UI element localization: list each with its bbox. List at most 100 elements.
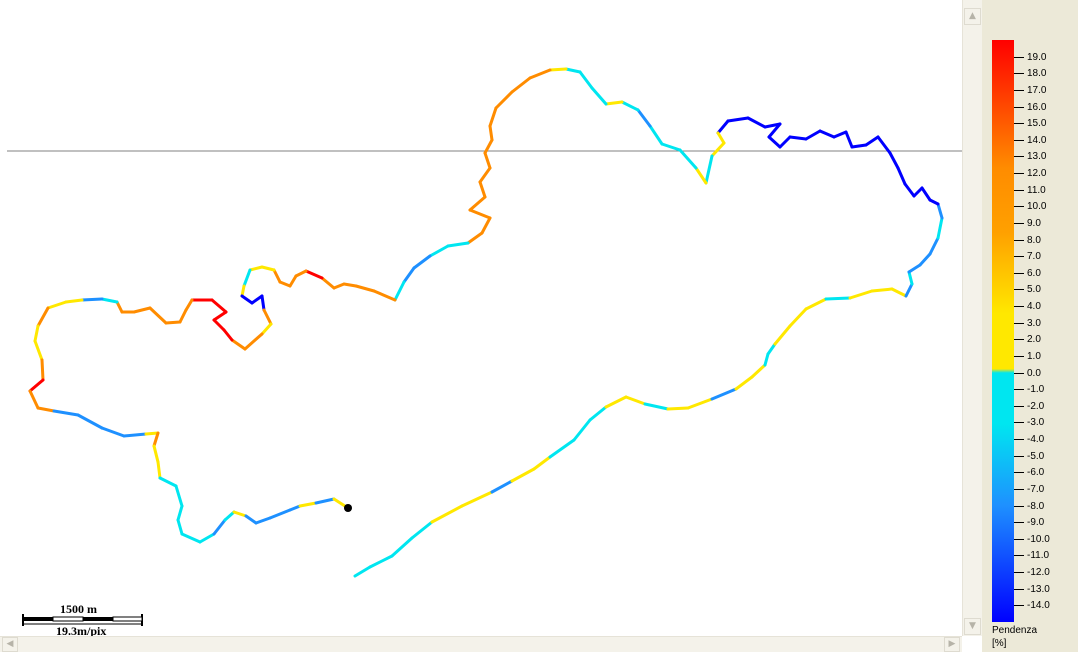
track-segment xyxy=(678,148,698,170)
legend-tick xyxy=(1014,472,1024,474)
track-segment xyxy=(686,397,714,410)
track-segment xyxy=(620,100,640,112)
legend-tick-label: 11.0 xyxy=(1027,184,1046,196)
legend-tick-label: 5.0 xyxy=(1027,284,1041,296)
track-segment xyxy=(510,467,536,483)
track-segment xyxy=(430,504,464,524)
track-segment xyxy=(314,497,336,505)
track-segment xyxy=(156,460,162,480)
legend-tick-label: 15.0 xyxy=(1027,118,1047,130)
legend-tick-label: 0.0 xyxy=(1027,367,1041,379)
legend-tick xyxy=(1014,355,1024,357)
legend-tick-label: -2.0 xyxy=(1027,400,1045,412)
track-segment xyxy=(354,284,376,293)
scroll-left-button[interactable]: ◀ xyxy=(2,637,18,652)
legend-tick xyxy=(1014,106,1024,108)
track-segment xyxy=(222,328,234,342)
scroll-right-button[interactable]: ▶ xyxy=(944,637,960,652)
track-segment xyxy=(223,510,236,522)
gps-track xyxy=(28,67,944,578)
legend-tick xyxy=(1014,173,1024,175)
track-segment xyxy=(763,352,770,367)
track-segment xyxy=(212,318,226,332)
legend-tick-label: 8.0 xyxy=(1027,234,1041,246)
track-segment xyxy=(446,241,470,248)
track-segment xyxy=(818,129,836,139)
track-segment xyxy=(260,322,273,336)
legend-tick xyxy=(1014,555,1024,557)
track-segment xyxy=(528,68,552,80)
legend-tick xyxy=(1014,56,1024,58)
legend-tick xyxy=(1014,588,1024,590)
track-segment xyxy=(212,518,227,536)
track-segment xyxy=(767,122,782,139)
track-segment xyxy=(132,306,152,314)
track-segment xyxy=(480,216,492,235)
legend-tick xyxy=(1014,322,1024,324)
track-segment xyxy=(694,166,708,185)
track-segment xyxy=(494,90,514,110)
track-segment xyxy=(468,195,487,212)
scale-bar-graphic xyxy=(22,614,143,626)
track-segment xyxy=(288,504,302,512)
track-segment xyxy=(262,308,273,326)
track-segment xyxy=(210,298,228,314)
track-segment xyxy=(244,514,258,525)
legend-tick-label: -4.0 xyxy=(1027,434,1045,446)
legend-tick-label: 3.0 xyxy=(1027,317,1041,329)
legend-tick-label: 7.0 xyxy=(1027,251,1041,263)
vertical-scrollbar[interactable]: ▲ ▼ xyxy=(962,0,982,636)
legend-tick-label: -7.0 xyxy=(1027,483,1045,495)
scale-resolution-label: 19.3m/pix xyxy=(56,624,107,636)
legend-tick xyxy=(1014,488,1024,490)
track-segment xyxy=(716,131,726,145)
legend-tick-label: -9.0 xyxy=(1027,517,1045,529)
legend-tick-label: -5.0 xyxy=(1027,450,1045,462)
track-segment xyxy=(33,339,44,362)
track-segment xyxy=(64,298,84,304)
track-segment xyxy=(390,536,414,558)
track-segment xyxy=(648,124,664,146)
track-segment xyxy=(888,151,900,170)
track-segment xyxy=(488,106,498,128)
track-map[interactable] xyxy=(0,0,962,636)
track-segment xyxy=(174,484,184,508)
scroll-down-button[interactable]: ▼ xyxy=(964,618,981,635)
horizontal-scrollbar[interactable]: ◀ ▶ xyxy=(0,636,962,652)
legend-tick-label: -13.0 xyxy=(1027,583,1050,595)
legend-tick-label: -6.0 xyxy=(1027,467,1045,479)
track-segment xyxy=(242,268,252,288)
legend-tick xyxy=(1014,139,1024,141)
track-segment xyxy=(936,216,944,240)
track-segment xyxy=(320,276,336,290)
legend-tick xyxy=(1014,289,1024,291)
legend-tick-label: 2.0 xyxy=(1027,334,1041,346)
track-segment xyxy=(478,180,487,199)
legend-tick-label: 16.0 xyxy=(1027,101,1047,113)
scale-bar: 1500 m 19.3m/pix xyxy=(22,602,144,636)
track-segment xyxy=(176,518,184,536)
track-segment xyxy=(896,166,907,186)
track-segment xyxy=(788,307,808,328)
track-segment xyxy=(298,501,318,508)
track-segment xyxy=(483,151,492,170)
track-segment xyxy=(488,124,494,142)
legend-tick-label: -14.0 xyxy=(1027,600,1050,612)
track-segment xyxy=(410,520,434,540)
track-segment xyxy=(578,70,594,90)
legend-tick-label: -11.0 xyxy=(1027,550,1050,562)
track-segment xyxy=(80,297,104,302)
track-segment xyxy=(636,108,652,128)
track-segment xyxy=(122,432,148,438)
legend-tick-label: 18.0 xyxy=(1027,68,1047,80)
scroll-up-button[interactable]: ▲ xyxy=(964,8,981,25)
track-segment xyxy=(180,532,202,544)
legend-tick xyxy=(1014,405,1024,407)
legend-tick-label: -12.0 xyxy=(1027,567,1050,579)
legend-tick xyxy=(1014,123,1024,125)
track-segment xyxy=(936,202,944,220)
map-canvas[interactable]: 1500 m 19.3m/pix xyxy=(0,0,962,636)
legend-tick-label: -8.0 xyxy=(1027,500,1045,512)
legend-tick xyxy=(1014,206,1024,208)
track-segment xyxy=(36,306,50,328)
